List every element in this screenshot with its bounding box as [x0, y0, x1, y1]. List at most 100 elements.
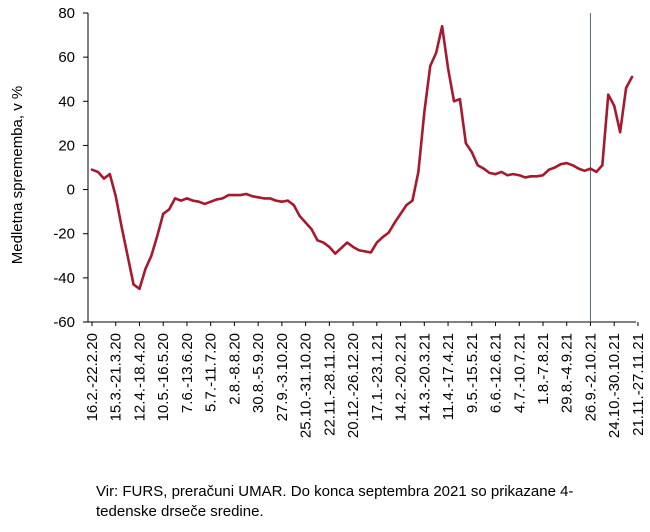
data-point [126, 254, 129, 257]
series-layer [90, 24, 634, 291]
x-tick-label: 15.3.-21.3.20 [108, 333, 125, 421]
x-tick-label: 17.1.-23.1.21 [369, 333, 386, 421]
x-tick-label: 24.10.-30.10.21 [606, 333, 623, 438]
data-point [167, 208, 171, 211]
x-tick-label: 22.11.-28.11.20 [321, 333, 338, 436]
series-line [90, 24, 634, 291]
data-point [239, 193, 242, 197]
data-point [102, 177, 106, 180]
data-point [114, 194, 117, 198]
axes [87, 13, 636, 323]
y-tick-label: -60 [53, 314, 75, 331]
data-point [470, 150, 473, 154]
data-point [512, 172, 515, 176]
data-point [268, 197, 272, 200]
data-point [197, 200, 201, 203]
data-point [488, 171, 491, 175]
data-point [96, 170, 100, 174]
data-point [607, 93, 610, 96]
x-tick-label: 14.3.-20.3.21 [416, 333, 433, 421]
data-point [494, 172, 497, 176]
y-tick-label: 20 [58, 137, 75, 154]
data-point [523, 176, 527, 179]
data-point [553, 166, 557, 169]
data-point [304, 221, 307, 224]
x-axis-ticks: 16.2.-22.2.20 15.3.-21.3.20 12.4.-18.4.20 1… [84, 322, 647, 438]
data-point [120, 225, 123, 229]
data-point [334, 252, 337, 255]
data-point [363, 250, 367, 253]
data-point [423, 111, 426, 114]
x-tick-label: 10.5.-16.5.20 [155, 333, 172, 421]
data-point [429, 64, 432, 68]
data-point [203, 202, 206, 206]
data-point [535, 175, 539, 178]
x-tick-label: 30.8.-5.9.20 [250, 333, 267, 413]
data-point [417, 170, 420, 174]
data-point [280, 200, 284, 203]
y-axis-title: Medletna sprememba, v % [9, 86, 26, 264]
data-point [482, 167, 485, 170]
data-point [405, 203, 408, 207]
data-point [529, 175, 533, 178]
data-point [630, 75, 634, 79]
y-axis-ticks: 80 60 40 20 0 -20 -40 -60 [53, 5, 88, 331]
data-point [191, 199, 195, 202]
data-point [345, 241, 349, 244]
x-tick-label: 26.9.-2.10.21 [582, 333, 599, 421]
data-point [559, 162, 562, 166]
x-tick-label: 4.7.-10.7.21 [511, 333, 528, 413]
x-tick-label: 16.2.-22.2.20 [84, 333, 101, 421]
x-tick-label: 29.8.-4.9.21 [559, 333, 576, 413]
data-point [446, 66, 450, 70]
data-point [541, 174, 545, 177]
x-tick-label: 9.5.-15.5.21 [464, 333, 481, 413]
y-tick-label: 60 [58, 49, 75, 66]
data-point [256, 196, 260, 199]
data-point [156, 234, 159, 238]
data-point [245, 192, 248, 196]
data-point [506, 174, 509, 177]
data-point [589, 167, 592, 170]
data-point [452, 100, 456, 103]
data-point [612, 104, 616, 107]
data-point [565, 161, 568, 165]
x-tick-label: 1.8.-7.8.21 [535, 333, 552, 405]
data-point [571, 164, 574, 167]
data-point [233, 193, 236, 197]
data-point [179, 199, 183, 202]
data-point [601, 164, 604, 167]
x-tick-label: 21.11.-27.11.21 [630, 333, 647, 436]
data-point [132, 283, 135, 286]
data-point [150, 254, 153, 257]
data-point [298, 214, 301, 218]
data-point [227, 193, 230, 197]
data-point [144, 267, 147, 271]
data-point [518, 174, 521, 177]
y-tick-label: -40 [53, 270, 75, 287]
x-tick-label: 6.6.-12.6.21 [488, 333, 505, 413]
data-point [274, 199, 278, 202]
x-tick-label: 20.12.-26.12.20 [345, 333, 362, 438]
data-point [547, 168, 551, 171]
data-point [624, 86, 628, 90]
data-point [618, 130, 622, 134]
data-point [221, 197, 224, 200]
y-tick-label: -20 [53, 226, 75, 243]
data-point [262, 197, 266, 200]
data-point [381, 235, 384, 239]
x-tick-label: 25.10.-31.10.20 [298, 333, 315, 438]
data-point [375, 241, 379, 244]
data-point [185, 197, 189, 200]
data-point [399, 212, 402, 216]
data-point [322, 241, 325, 244]
source-note: Vir: FURS, preračuni UMAR. Do konca sept… [96, 483, 574, 520]
y-tick-label: 80 [58, 5, 75, 22]
data-point [351, 245, 355, 249]
x-tick-label: 27.9.-3.10.20 [274, 333, 291, 421]
data-point [577, 167, 580, 170]
data-point [476, 164, 479, 167]
data-point [310, 228, 313, 231]
data-point [464, 142, 468, 145]
data-point [215, 198, 218, 201]
